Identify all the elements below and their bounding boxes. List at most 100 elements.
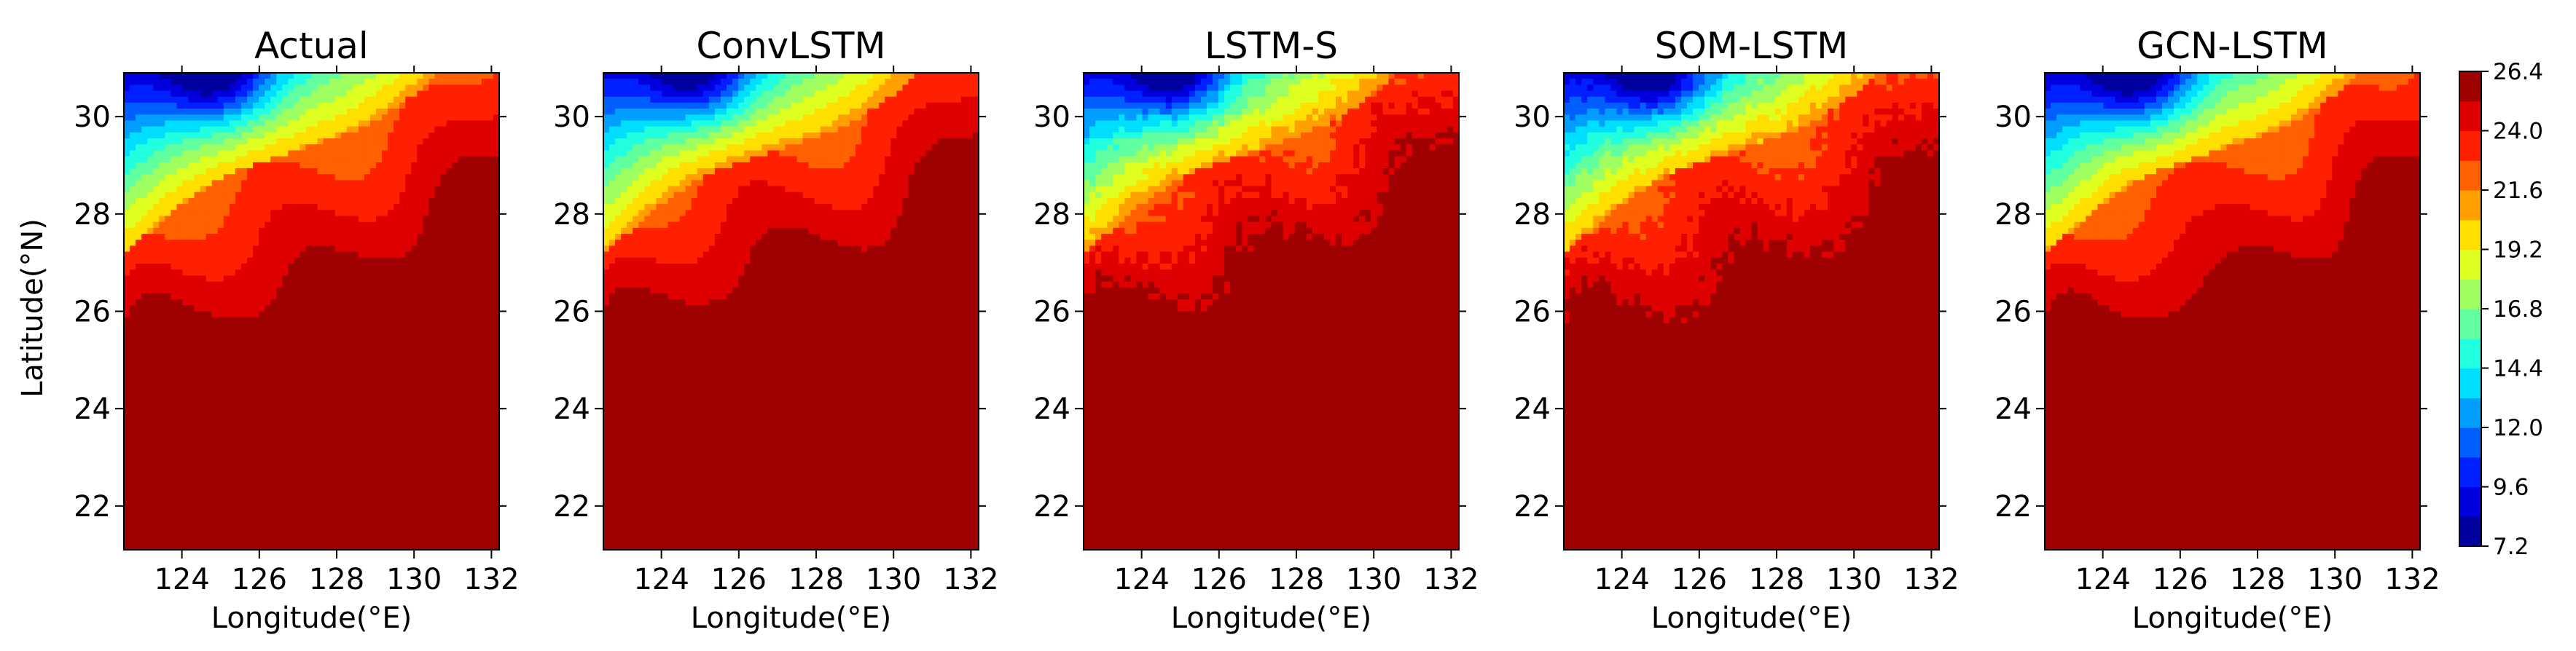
heatmap-cell [246, 508, 254, 515]
heatmap-cell [376, 395, 383, 401]
heatmap-cell [194, 102, 201, 109]
heatmap-cell [458, 442, 465, 449]
heatmap-cell [364, 281, 371, 288]
heatmap-cell [364, 352, 371, 360]
heatmap-cell [182, 478, 189, 485]
heatmap-cell [469, 84, 477, 92]
heatmap-cell [423, 174, 430, 181]
heatmap-cell [217, 442, 224, 449]
heatmap-cell [428, 478, 436, 485]
heatmap-cell [340, 430, 348, 438]
heatmap-cell [200, 472, 207, 479]
heatmap-cell [340, 335, 348, 342]
heatmap-cell [358, 264, 365, 270]
heatmap-cell [458, 532, 465, 539]
heatmap-cell [428, 448, 436, 455]
heatmap-cell [288, 382, 294, 390]
heatmap-cell [159, 102, 165, 109]
heatmap-cell [334, 460, 342, 467]
heatmap-cell [229, 395, 236, 401]
heatmap-cell [259, 526, 265, 533]
heatmap-cell [147, 227, 154, 234]
heatmap-cell [288, 79, 294, 85]
heatmap-cell [182, 192, 189, 199]
heatmap-cell [463, 532, 471, 539]
heatmap-cell [165, 251, 171, 259]
heatmap-cell [171, 132, 178, 139]
heatmap-cell [194, 120, 201, 127]
heatmap-cell [323, 425, 330, 431]
heatmap-cell [305, 150, 313, 157]
heatmap-cell [417, 79, 423, 85]
heatmap-cell [481, 520, 488, 526]
heatmap-cell [481, 359, 488, 366]
heatmap-cell [253, 102, 259, 109]
heatmap-cell [276, 197, 283, 205]
heatmap-cell [165, 376, 171, 384]
heatmap-cell [352, 401, 359, 408]
heatmap-cell [463, 84, 471, 92]
heatmap-cell [329, 376, 336, 384]
heatmap-cell [182, 102, 189, 109]
heatmap-cell [259, 502, 265, 509]
heatmap-cell [388, 401, 394, 408]
heatmap-cell [294, 395, 301, 401]
heatmap-cell [205, 365, 213, 371]
heatmap-cell [352, 365, 359, 371]
heatmap-cell [323, 240, 330, 247]
heatmap-cell [358, 162, 365, 169]
heatmap-cell [217, 365, 224, 371]
heatmap-cell [200, 90, 207, 98]
heatmap-cell [394, 96, 400, 103]
heatmap-cell [259, 275, 265, 283]
heatmap-cell [147, 406, 154, 414]
heatmap-cell [240, 299, 248, 306]
heatmap-cell [259, 448, 265, 455]
heatmap-cell [369, 162, 377, 169]
heatmap-cell [294, 305, 301, 312]
heatmap-cell [329, 275, 336, 283]
heatmap-cell [458, 114, 465, 122]
heatmap-cell [469, 102, 477, 109]
heatmap-cell [311, 96, 318, 103]
heatmap-cell [159, 90, 165, 98]
heatmap-cell [235, 454, 242, 461]
heatmap-cell [305, 186, 313, 193]
heatmap-cell [487, 269, 494, 276]
heatmap-cell [405, 293, 412, 300]
heatmap-cell [211, 114, 219, 122]
heatmap-cell [240, 508, 248, 515]
heatmap-cell [311, 329, 318, 336]
heatmap-cell [440, 138, 447, 145]
heatmap-cell [376, 162, 383, 169]
heatmap-cell [188, 144, 195, 151]
heatmap-cell [288, 502, 294, 509]
heatmap-cell [346, 532, 353, 539]
heatmap-cell [463, 227, 471, 234]
heatmap-cell [423, 162, 430, 169]
heatmap-cell [311, 335, 318, 342]
heatmap-cell [265, 240, 271, 247]
heatmap-cell [165, 204, 171, 210]
heatmap-cell [458, 299, 465, 306]
heatmap-cell [346, 84, 353, 92]
heatmap-cell [240, 376, 248, 384]
heatmap-cell [153, 251, 160, 259]
heatmap-cell [182, 281, 189, 288]
heatmap-cell [329, 156, 336, 163]
heatmap-cell [423, 490, 430, 497]
heatmap-cell [399, 197, 406, 205]
heatmap-cell [411, 180, 418, 187]
heatmap-cell [452, 102, 459, 109]
heatmap-cell [188, 466, 195, 473]
heatmap-cell [481, 532, 488, 539]
heatmap-cell [434, 174, 442, 181]
heatmap-cell [382, 418, 388, 425]
heatmap-cell [376, 472, 383, 479]
heatmap-cell [282, 418, 289, 425]
heatmap-cell [388, 412, 394, 419]
heatmap-cell [440, 341, 447, 348]
heatmap-cell [475, 341, 482, 348]
heatmap-cell [300, 138, 307, 145]
heatmap-cell [188, 96, 195, 103]
